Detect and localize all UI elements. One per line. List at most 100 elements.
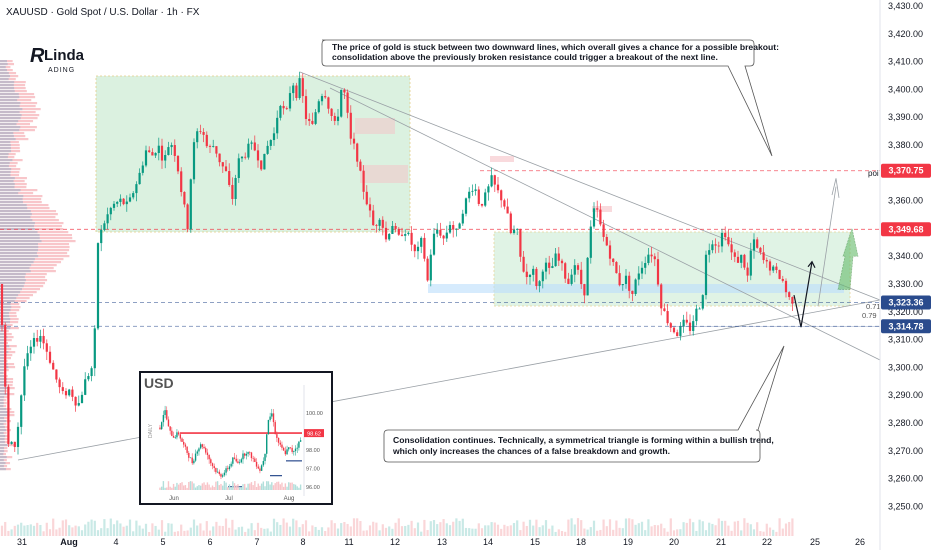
inset-candle [254, 458, 256, 462]
volume-bar [730, 530, 733, 536]
volume-profile-bar [0, 399, 4, 402]
candle [327, 97, 330, 109]
candle [208, 146, 212, 147]
volume-bar [26, 525, 29, 536]
candle [311, 120, 314, 124]
time-tick: 25 [810, 537, 820, 547]
volume-bar [528, 519, 532, 536]
time-tick: 15 [530, 537, 540, 547]
volume-bar [352, 518, 356, 536]
volume-bar [359, 520, 362, 536]
volume-bar [653, 524, 656, 536]
volume-bar [276, 522, 279, 536]
candle [768, 261, 772, 271]
candle [464, 198, 468, 214]
volume-bar [292, 518, 295, 536]
volume-profile-bar [0, 171, 11, 174]
candle [93, 328, 96, 369]
candle [183, 192, 186, 205]
candle [714, 244, 717, 246]
candle [365, 191, 368, 205]
volume-bar [180, 524, 183, 536]
candle [189, 179, 192, 230]
volume-profile-bar [0, 159, 13, 162]
volume-profile-bar [0, 87, 15, 90]
candle [266, 145, 269, 154]
volume-bar [192, 519, 196, 536]
candle [384, 227, 388, 240]
inset-volume-bar [211, 485, 214, 490]
inset-candle [266, 434, 268, 454]
candle [7, 386, 10, 445]
price-badge [881, 222, 931, 237]
volume-bar [519, 530, 522, 536]
volume-profile-bar [0, 111, 20, 114]
volume-bar [784, 523, 788, 536]
volume-bar [570, 518, 573, 536]
candle [749, 250, 752, 276]
volume-profile-bar [0, 405, 4, 408]
volume-bar [288, 526, 292, 536]
inset-candle [232, 457, 234, 464]
volume-bar [391, 528, 394, 536]
inset-frame [139, 371, 333, 505]
inset-volume-bar [162, 481, 165, 490]
inset-volume-bar [179, 483, 182, 490]
volume-profile-bar [0, 168, 12, 171]
volume-bar [461, 518, 464, 536]
candle [58, 379, 61, 388]
candle [717, 245, 720, 247]
candle [416, 246, 420, 252]
volume-bar [496, 524, 500, 536]
price-tick: 3,390.00 [888, 112, 923, 122]
candle [704, 254, 708, 296]
inset-candle [227, 468, 229, 470]
volume-profile-bar [0, 411, 8, 414]
volume-bar [436, 524, 439, 536]
candle [176, 155, 180, 172]
inset-candle [284, 450, 287, 455]
volume-bar [468, 528, 471, 536]
inset-volume-bar [237, 484, 239, 490]
volume-profile-bar [0, 354, 7, 357]
price-tick: 3,250.00 [888, 501, 923, 511]
candle [663, 308, 666, 312]
volume-bar [183, 530, 186, 536]
volume-profile-bar [0, 387, 9, 390]
callout-top[interactable]: The price of gold is stuck between two d… [321, 39, 779, 157]
volume-bar [10, 529, 13, 536]
candle [519, 228, 522, 257]
inset-candle [235, 458, 237, 462]
inset-volume-bar [198, 485, 200, 490]
candle [388, 233, 391, 240]
inset-volume-bar [249, 483, 251, 490]
candle [733, 252, 736, 257]
demand-zone-left [95, 75, 411, 233]
candle [378, 219, 381, 226]
inset-volume-bar [254, 481, 256, 490]
volume-bar [490, 522, 493, 536]
volume-bar [647, 519, 650, 536]
volume-profile-bar [0, 408, 7, 411]
volume-bar [141, 528, 144, 536]
volume-bar [400, 526, 404, 536]
volume-bar [704, 530, 708, 536]
inset-candle [299, 440, 302, 442]
volume-bar [256, 522, 260, 536]
volume-bar [586, 529, 589, 536]
volume-profile-bar [0, 135, 14, 138]
inset-candle [237, 461, 239, 463]
volume-bar [669, 518, 672, 536]
callout-bottom[interactable]: Consolidation continues. Technically, a … [383, 345, 785, 463]
volume-bar [720, 520, 724, 536]
volume-profile-bar [0, 378, 8, 381]
volume-bar [346, 523, 349, 536]
candle [538, 281, 541, 287]
usd-inset[interactable]: USD DAILY 100.0099.0098.0097.0096.0098.6… [139, 371, 333, 505]
volume-profile-bar [0, 186, 15, 189]
time-tick: 21 [716, 537, 726, 547]
fib-label-071: 0.71 [866, 302, 881, 311]
volume-profile-bar [0, 63, 8, 66]
volume-bar [624, 518, 628, 536]
